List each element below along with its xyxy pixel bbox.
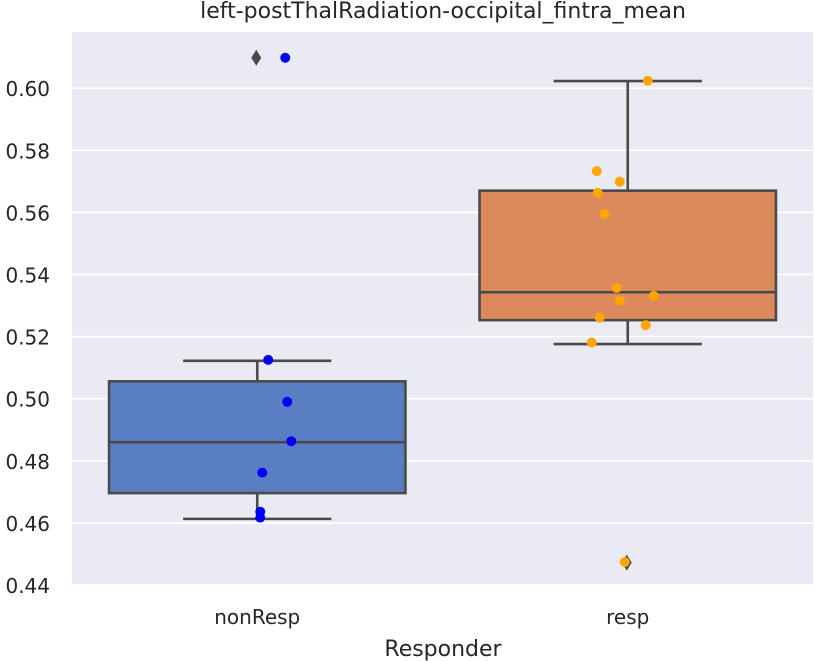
chart-title: left-postThalRadiation-occipital_fintra_… — [200, 0, 686, 24]
y-tick-label: 0.56 — [5, 201, 50, 225]
x-axis-label: Responder — [384, 637, 502, 661]
y-tick-label: 0.58 — [5, 139, 50, 163]
x-tick-label: nonResp — [214, 605, 300, 629]
box — [107, 380, 407, 495]
data-point — [263, 354, 274, 365]
data-point — [611, 282, 622, 293]
y-tick-label: 0.54 — [5, 264, 50, 288]
data-point — [257, 467, 268, 478]
x-axis-tick-labels: nonResp resp — [214, 605, 649, 629]
data-points — [255, 52, 659, 568]
data-point — [280, 52, 291, 63]
data-point — [282, 396, 293, 407]
y-tick-label: 0.50 — [5, 388, 50, 412]
y-tick-label: 0.44 — [5, 574, 50, 598]
boxes — [107, 49, 778, 571]
data-point — [255, 512, 266, 523]
data-point — [640, 320, 651, 331]
box — [478, 189, 778, 322]
outlier-marker — [251, 49, 262, 66]
data-point — [592, 187, 603, 198]
data-point — [619, 557, 630, 568]
y-axis-tick-labels: 0.44 0.46 0.48 0.50 0.52 0.54 0.56 0.58 0.60 — [5, 77, 50, 598]
y-tick-label: 0.52 — [5, 326, 50, 350]
data-point — [591, 166, 602, 177]
data-point — [586, 337, 597, 348]
data-point — [286, 436, 297, 447]
y-tick-label: 0.48 — [5, 450, 50, 474]
x-tick-label: resp — [606, 605, 649, 629]
data-point — [648, 290, 659, 301]
data-point — [642, 75, 653, 86]
data-point — [594, 312, 605, 323]
data-point — [614, 295, 625, 306]
y-tick-label: 0.46 — [5, 512, 50, 536]
data-point — [599, 208, 610, 219]
data-point — [614, 176, 625, 187]
y-tick-label: 0.60 — [5, 77, 50, 101]
